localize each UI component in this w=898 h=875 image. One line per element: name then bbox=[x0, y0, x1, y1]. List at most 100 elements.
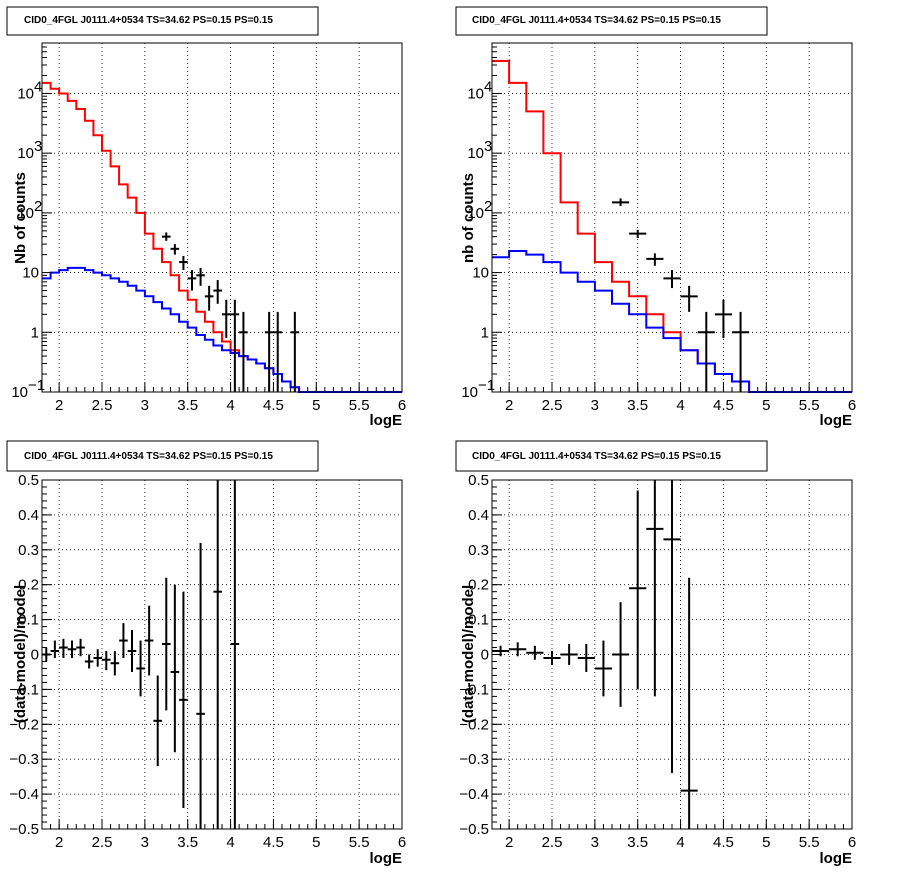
y-tick-label: 0.5 bbox=[18, 472, 39, 489]
y-tick-label: 10 bbox=[472, 265, 489, 282]
pad-top-left-counts: CID0_4FGL J0111.4+0534 TS=34.62 PS=0.15 … bbox=[6, 6, 406, 429]
axis-ticks: 2 2.5 3 3.5 4 4.5 5 5.5 6 −0.5 −0.4 −0.3 −0.2 −0.1 0 0.… bbox=[459, 472, 856, 851]
y-tick-label: 10 bbox=[461, 384, 478, 401]
data-point bbox=[50, 640, 60, 658]
y-tick-label: 0.1 bbox=[18, 612, 39, 629]
y-tick-label: 10 bbox=[17, 145, 34, 162]
y-tick-label: 0.4 bbox=[18, 507, 39, 524]
x-tick-label: 5 bbox=[312, 397, 320, 414]
y-tick-exponent: 3 bbox=[484, 138, 492, 155]
x-tick-label: 2 bbox=[55, 834, 63, 851]
x-tick-label: 5.5 bbox=[799, 397, 820, 414]
x-axis-label: logE bbox=[820, 850, 853, 867]
y-tick-label: 10 bbox=[22, 265, 39, 282]
data-point bbox=[663, 270, 681, 289]
y-tick-label: 10 bbox=[17, 85, 34, 102]
data-point bbox=[170, 244, 180, 255]
x-tick-label: 3.5 bbox=[177, 834, 198, 851]
y-tick-label: 0.3 bbox=[18, 542, 39, 559]
title-box bbox=[6, 440, 319, 472]
x-axis-label: logE bbox=[820, 412, 853, 429]
x-tick-label: 3.5 bbox=[627, 834, 648, 851]
data-point bbox=[509, 642, 527, 657]
data-point bbox=[196, 542, 205, 829]
y-tick-label: 0.2 bbox=[468, 577, 489, 594]
y-tick-label: −0.3 bbox=[9, 751, 39, 768]
data-point bbox=[102, 651, 111, 671]
data-points bbox=[162, 232, 300, 392]
y-tick-label: −0.1 bbox=[459, 681, 489, 698]
y-tick-label: 10 bbox=[467, 145, 484, 162]
x-tick-label: 3 bbox=[591, 397, 599, 414]
x-tick-label: 2.5 bbox=[92, 834, 113, 851]
y-tick-label: 10 bbox=[17, 205, 34, 222]
y-tick-label: 10 bbox=[467, 85, 484, 102]
y-tick-label: −0.2 bbox=[459, 716, 489, 733]
x-tick-label: 4.5 bbox=[263, 397, 284, 414]
data-point bbox=[136, 640, 145, 697]
data-point bbox=[697, 311, 715, 392]
x-tick-label: 5.5 bbox=[349, 834, 370, 851]
y-tick-label: 0 bbox=[31, 647, 39, 664]
data-point bbox=[67, 640, 77, 658]
data-point bbox=[594, 640, 612, 697]
data-point bbox=[732, 311, 750, 392]
y-tick-exponent: 2 bbox=[34, 198, 42, 215]
data-point bbox=[170, 584, 180, 753]
data-point bbox=[93, 649, 102, 667]
y-axis-label: nb of counts bbox=[460, 173, 477, 263]
y-tick-label: 1 bbox=[31, 324, 39, 341]
data-point bbox=[213, 280, 222, 304]
data-point bbox=[119, 623, 128, 658]
data-point bbox=[629, 490, 647, 690]
axis-ticks: 2 2.5 3 3.5 4 4.5 5 5.5 6 −0.5 −0.4 −0.3 −0.2 −0.1 0 0.… bbox=[9, 472, 406, 851]
y-tick-exponent: −1 bbox=[28, 377, 45, 394]
x-tick-label: 4 bbox=[226, 834, 234, 851]
x-tick-label: 3.5 bbox=[627, 397, 648, 414]
y-tick-label: −0.4 bbox=[9, 786, 39, 803]
y-tick-label: 0.1 bbox=[468, 612, 489, 629]
data-point bbox=[204, 285, 214, 311]
title-box bbox=[6, 6, 319, 36]
data-point bbox=[230, 299, 240, 392]
x-tick-label: 4.5 bbox=[263, 834, 284, 851]
data-point bbox=[162, 232, 171, 241]
plot-frame bbox=[491, 42, 853, 393]
x-tick-label: 2.5 bbox=[542, 834, 563, 851]
y-tick-label: 0 bbox=[481, 647, 489, 664]
data-points bbox=[612, 198, 750, 392]
data-point bbox=[153, 675, 162, 767]
data-point bbox=[196, 267, 205, 286]
chart-title: CID0_4FGL J0111.4+0534 TS=34.62 PS=0.15 … bbox=[24, 15, 273, 26]
x-tick-label: 2 bbox=[505, 397, 513, 414]
data-point bbox=[76, 638, 85, 657]
data-point bbox=[239, 311, 248, 392]
pad-bottom-left-residuals: CID0_4FGL J0111.4+0534 TS=34.62 PS=0.15 … bbox=[6, 440, 406, 867]
x-tick-label: 4 bbox=[676, 834, 684, 851]
plot-frame bbox=[41, 42, 403, 393]
x-tick-label: 6 bbox=[848, 834, 856, 851]
y-tick-label: −0.3 bbox=[459, 751, 489, 768]
y-tick-exponent: 2 bbox=[484, 198, 492, 215]
y-tick-label: 0.5 bbox=[468, 472, 489, 489]
x-axis-label: logE bbox=[370, 850, 403, 867]
data-point bbox=[526, 645, 544, 660]
data-point bbox=[179, 255, 188, 271]
chart-title: CID0_4FGL J0111.4+0534 TS=34.62 PS=0.15 … bbox=[472, 451, 721, 462]
data-point bbox=[680, 577, 698, 829]
y-tick-label: 0.4 bbox=[468, 507, 489, 524]
data-point bbox=[187, 270, 197, 291]
x-tick-label: 4 bbox=[676, 397, 684, 414]
data-point bbox=[264, 311, 274, 392]
data-points bbox=[42, 480, 240, 829]
data-point bbox=[543, 651, 561, 665]
y-tick-label: 10 bbox=[467, 205, 484, 222]
grid bbox=[42, 480, 402, 829]
x-tick-label: 3 bbox=[141, 834, 149, 851]
x-tick-label: 3 bbox=[591, 834, 599, 851]
chart-title: CID0_4FGL J0111.4+0534 TS=34.62 PS=0.15 … bbox=[24, 451, 273, 462]
data-point bbox=[84, 654, 94, 669]
data-point bbox=[127, 630, 137, 672]
